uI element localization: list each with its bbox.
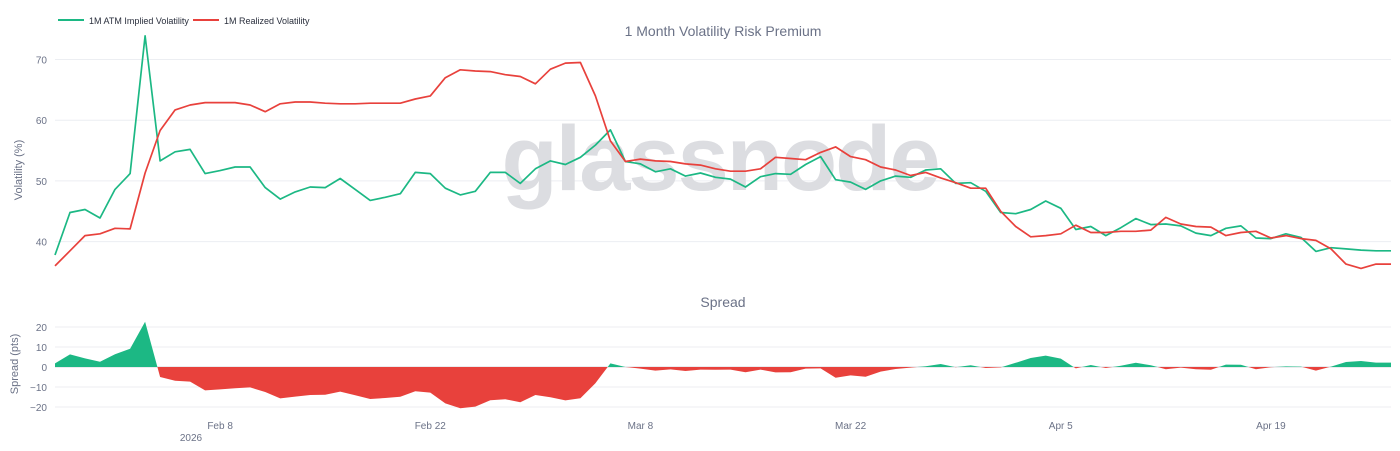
top-gridlines: [55, 59, 1391, 243]
spread-negative-area: [55, 367, 1391, 409]
watermark: glassnode: [501, 108, 938, 210]
spread-y-axis-ticks: 20 10 0 −10 −20: [30, 323, 47, 414]
chart-title: 1 Month Volatility Risk Premium: [625, 23, 822, 39]
x-axis-ticks: 2026 Feb 8 Feb 22 Mar 8 Mar 22 Apr 5 Apr 19: [180, 421, 1286, 444]
x-axis-year-label: 2026: [180, 433, 203, 444]
implied-volatility-line: [54, 34, 1391, 256]
bottom-panel: Spread Spread (pts) 20 10 0 −10 −20: [9, 294, 1391, 414]
legend[interactable]: 1M ATM Implied Volatility 1M Realized Vo…: [58, 16, 310, 26]
y-tick-label: 60: [36, 116, 48, 127]
legend-item-realized[interactable]: 1M Realized Volatility: [224, 16, 310, 26]
spread-title: Spread: [700, 294, 745, 310]
x-tick-label: Apr 19: [1256, 421, 1286, 432]
x-tick-label: Feb 22: [415, 421, 447, 432]
spread-positive-area: [55, 321, 1391, 367]
y-tick-label: 40: [36, 238, 48, 249]
x-tick-label: Apr 5: [1049, 421, 1073, 432]
spread-y-tick-label: 20: [36, 323, 48, 334]
legend-item-implied[interactable]: 1M ATM Implied Volatility: [89, 16, 189, 26]
x-tick-label: Feb 8: [207, 421, 233, 432]
y-tick-label: 70: [36, 56, 48, 67]
spread-y-axis-label: Spread (pts): [9, 334, 21, 395]
realized-volatility-line: [54, 61, 1391, 270]
spread-y-tick-label: 0: [41, 363, 47, 374]
series-lines: [54, 34, 1391, 270]
y-tick-label: 50: [36, 177, 48, 188]
spread-y-tick-label: −20: [30, 403, 47, 414]
x-tick-label: Mar 22: [835, 421, 867, 432]
spread-y-tick-label: 10: [36, 343, 48, 354]
spread-areas: [55, 321, 1391, 409]
y-axis-label: Volatility (%): [13, 140, 25, 201]
spread-y-tick-label: −10: [30, 383, 47, 394]
x-tick-label: Mar 8: [628, 421, 654, 432]
top-y-axis-ticks: 40 50 60 70: [36, 56, 48, 249]
top-panel: 40 50 60 70 glassnode 1 Month Volatility Ri…: [13, 16, 1391, 270]
